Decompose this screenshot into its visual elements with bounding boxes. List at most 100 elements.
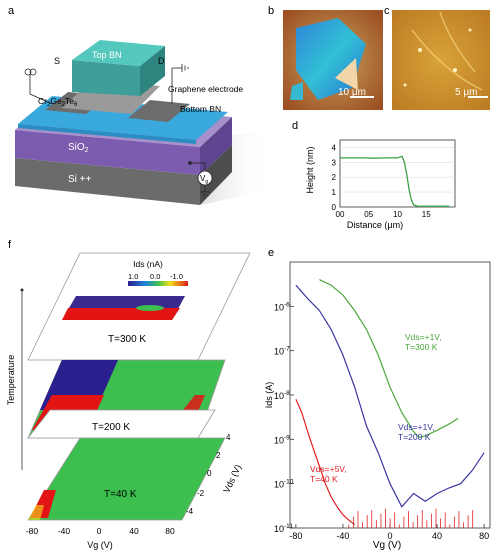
- panel-e: e Ids (A) Vg (V) 10-6 10-7 10-8 10-9 10-10 10…: [264, 247, 491, 551]
- e-series-label: Vds=+1V,: [405, 332, 442, 342]
- panel-f: f Temperature Ids (nA) 1.0 0.0 -1.0 T=30…: [6, 239, 251, 550]
- vg-axis-label: Vg (V): [87, 540, 113, 550]
- colorbar-tick: -1.0: [170, 272, 183, 281]
- d-y-tick-label: 3: [332, 158, 337, 167]
- top-bn-top: [72, 40, 165, 66]
- current-source-icon: [24, 68, 32, 76]
- e-series-label: Vds=+1V,: [398, 422, 435, 432]
- panel-label-d: d: [292, 120, 298, 132]
- si-front: [15, 158, 200, 205]
- source-wire-diag: [29, 93, 53, 105]
- label-drain: D: [158, 56, 165, 66]
- afm-bubble: [418, 48, 422, 52]
- temperature-axis-tip: [20, 288, 24, 292]
- d-x-tick-label: 05: [364, 210, 373, 219]
- crgete-region: [335, 58, 358, 90]
- d-x-axis-label: Distance (μm): [347, 220, 403, 230]
- panel-label-f: f: [8, 239, 12, 251]
- e-series-label: T=200 K: [398, 432, 431, 442]
- temp-label-300k: T=300 K: [108, 334, 146, 345]
- si-side: [200, 145, 232, 205]
- d-y-tick-label: 1: [332, 188, 337, 197]
- map-300k-green: [136, 305, 164, 311]
- panel-d: d Height (nm) Distance (μm) 0 1 2 3 4 00 05 10 1…: [292, 120, 456, 230]
- vds-tick: 4: [226, 433, 231, 442]
- d-y-tick-label: 2: [332, 173, 337, 182]
- label-si: Si ++: [68, 174, 92, 185]
- d-y-tick-label: 0: [332, 203, 337, 212]
- vds-tick: -2: [197, 489, 205, 498]
- vds-tick: 0: [207, 469, 212, 478]
- current-source-icon-2: [29, 68, 37, 76]
- colorbar: [128, 281, 188, 286]
- temp-label-40k: T=40 K: [104, 489, 137, 500]
- label-bottom-bn: Bottom BN: [180, 104, 221, 114]
- vg-tick: 0: [97, 526, 102, 536]
- e-series-label: Vds=+5V,: [310, 464, 347, 474]
- e-series-label: T=40 K: [310, 474, 338, 484]
- vg-tick: -40: [58, 526, 71, 536]
- e-x-tick-label: 0: [387, 531, 392, 541]
- afm-image: [392, 10, 490, 110]
- e-y-axis-label: Ids (A): [264, 382, 274, 409]
- top-bn-side: [140, 46, 165, 96]
- panel-label-b: b: [268, 5, 274, 17]
- d-x-tick-label: 10: [393, 210, 402, 219]
- d-x-tick-label: 15: [422, 210, 431, 219]
- panel-a: a Vg S: [8, 5, 270, 205]
- panel-label-c: c: [384, 5, 390, 17]
- gate-contact-dot: [188, 161, 192, 165]
- small-flake: [290, 82, 303, 100]
- temperature-label: Temperature: [6, 355, 16, 406]
- e-series-line: [319, 279, 459, 439]
- panel-b: b 10 μm: [268, 5, 383, 110]
- d-plot-frame: [339, 139, 456, 208]
- e-y-tick-label: 10-11: [274, 523, 293, 534]
- panel-label-a: a: [8, 5, 15, 17]
- panel-label-e: e: [268, 247, 274, 259]
- sio2-front: [15, 130, 200, 175]
- e-y-tick-label: 10-8: [274, 390, 290, 401]
- label-sio2: SiO2: [68, 142, 89, 154]
- e-y-tick-label: 10-9: [274, 434, 290, 445]
- bottom-bn-front: [18, 124, 196, 144]
- vg-tick: 40: [129, 526, 139, 536]
- map-40k-yellow: [28, 505, 44, 520]
- d-x-tick-label: 00: [336, 210, 345, 219]
- vds-tick: 2: [216, 451, 221, 460]
- scalebar-label-b: 10 μm: [338, 87, 366, 98]
- map-300k-red: [62, 308, 180, 320]
- e-plot-frame: [289, 261, 491, 529]
- e-x-axis-label: Vg (V): [373, 540, 401, 551]
- top-bn-front: [72, 60, 140, 96]
- vds-tick: -4: [186, 507, 194, 516]
- colorbar-tick: 0.0: [150, 272, 160, 281]
- label-source: S: [54, 56, 60, 66]
- e-y-tick-label: 10-10: [274, 479, 294, 490]
- e-x-tick-label: -40: [336, 531, 349, 541]
- label-graphene-electrode: Graphene electrode: [168, 84, 243, 94]
- colorbar-title: Ids (nA): [133, 259, 163, 269]
- colorbar-tick: 1.0: [128, 272, 138, 281]
- label-top-bn: Top BN: [92, 50, 122, 60]
- vds-axis-label: Vds (V): [221, 463, 243, 494]
- vg-tick: 80: [165, 526, 175, 536]
- e-x-tick-label: -80: [289, 531, 302, 541]
- map-40k: [27, 437, 226, 521]
- graphene-electrode-right: [128, 100, 190, 122]
- d-y-axis-label: Height (nm): [305, 146, 315, 193]
- e-y-tick-label: 10-7: [274, 346, 290, 357]
- d-y-tick-label: 4: [332, 143, 337, 152]
- afm-bubble: [468, 28, 472, 32]
- afm-bubble: [403, 83, 407, 87]
- e-series-label: T=300 K: [405, 342, 438, 352]
- e-series-line: [295, 284, 485, 508]
- d-height-line: [340, 155, 450, 207]
- temp-label-200k: T=200 K: [92, 422, 130, 433]
- afm-wrinkles: [411, 11, 483, 91]
- vg-tick: -80: [26, 526, 39, 536]
- ground-icon: [181, 64, 189, 72]
- vg-label: Vg: [200, 174, 208, 185]
- panel-c: c 5 μm: [384, 5, 490, 110]
